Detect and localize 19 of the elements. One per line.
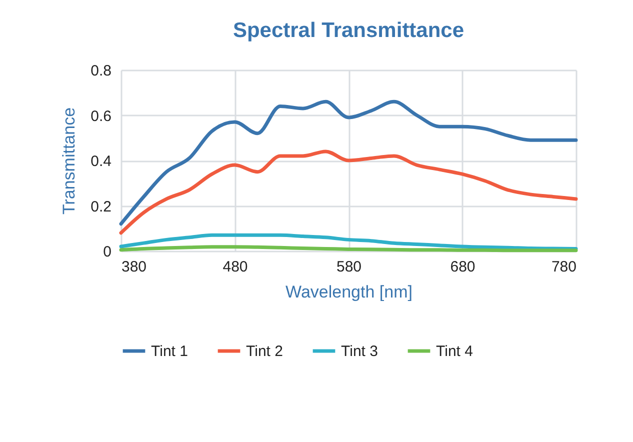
x-tick-label: 380	[122, 258, 147, 276]
legend-label: Tint 1	[151, 343, 188, 360]
y-tick-label: 0	[103, 244, 112, 260]
x-tick-label: 680	[450, 258, 476, 276]
y-tick-label: 0.4	[90, 153, 112, 170]
y-tick-label: 0.8	[90, 62, 112, 80]
x-axis-title: Wavelength [nm]	[286, 282, 412, 302]
x-tick-label: 780	[551, 258, 576, 276]
x-tick-label: 480	[222, 258, 248, 276]
legend-label: Tint 2	[246, 343, 283, 360]
line-series	[119, 150, 578, 235]
line-series	[119, 100, 578, 226]
y-tick-label: 0.2	[90, 198, 112, 216]
x-tick-label: 580	[336, 258, 362, 276]
chart-title: Spectral Transmittance	[232, 19, 464, 42]
legend-label: Tint 3	[341, 343, 378, 360]
y-tick-label: 0.6	[90, 108, 112, 125]
y-axis-title: Transmittance	[60, 107, 79, 215]
legend-label: Tint 4	[436, 343, 473, 360]
